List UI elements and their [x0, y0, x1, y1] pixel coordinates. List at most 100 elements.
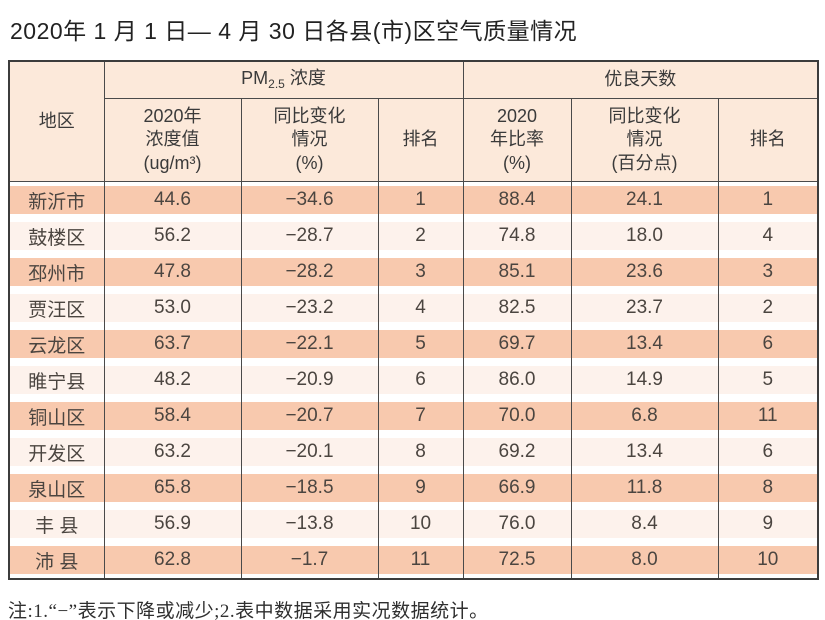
- cell-good-rate: 82.5: [462, 290, 572, 326]
- cell-good-change: 13.4: [570, 434, 719, 470]
- cell-good-rate: 76.0: [462, 506, 572, 542]
- table-row: 鼓楼区 56.2 −28.7 2 74.8 18.0 4: [8, 218, 819, 254]
- cell-good-change: 13.4: [570, 326, 719, 362]
- header-good-rank: 排名: [717, 98, 819, 182]
- cell-good-rank: 4: [717, 218, 819, 254]
- pm-label-prefix: PM: [241, 68, 269, 89]
- cell-region: 鼓楼区: [8, 218, 105, 254]
- cell-good-rate: 88.4: [462, 181, 572, 218]
- cell-pm-value: 63.7: [103, 326, 242, 362]
- cell-pm-value: 63.2: [103, 434, 242, 470]
- cell-pm-value: 44.6: [103, 181, 242, 218]
- cell-good-change: 18.0: [570, 218, 719, 254]
- cell-region: 睢宁县: [8, 362, 105, 398]
- cell-pm-change: −23.2: [240, 290, 379, 326]
- cell-good-rank: 3: [717, 254, 819, 290]
- table-body: 新沂市 44.6 −34.6 1 88.4 24.1 1 鼓楼区 56.2 −2…: [8, 181, 819, 579]
- cell-pm-change: −28.2: [240, 254, 379, 290]
- table-row: 贾汪区 53.0 −23.2 4 82.5 23.7 2: [8, 290, 819, 326]
- cell-pm-change: −20.1: [240, 434, 379, 470]
- cell-pm-value: 62.8: [103, 542, 242, 579]
- pm-label-suffix: 浓度: [284, 68, 326, 89]
- cell-good-rate: 72.5: [462, 542, 572, 579]
- header-good-rate: 2020 年比率 (%): [462, 98, 572, 182]
- cell-good-rate: 70.0: [462, 398, 572, 434]
- cell-pm-rank: 2: [377, 218, 464, 254]
- header-good-days-group: 优良天数: [462, 60, 819, 99]
- cell-pm-change: −22.1: [240, 326, 379, 362]
- cell-region: 贾汪区: [8, 290, 105, 326]
- cell-good-rank: 11: [717, 398, 819, 434]
- cell-pm-rank: 6: [377, 362, 464, 398]
- table-row: 泉山区 65.8 −18.5 9 66.9 11.8 8: [8, 470, 819, 506]
- pm-label-subscript: 2.5: [268, 77, 285, 92]
- header-good-change: 同比变化 情况 (百分点): [570, 98, 719, 182]
- cell-pm-rank: 3: [377, 254, 464, 290]
- table-row: 沛 县 62.8 −1.7 11 72.5 8.0 10: [8, 542, 819, 579]
- header-pm-change: 同比变化 情况 (%): [240, 98, 379, 182]
- table-row: 丰 县 56.9 −13.8 10 76.0 8.4 9: [8, 506, 819, 542]
- cell-good-change: 14.9: [570, 362, 719, 398]
- cell-good-rank: 2: [717, 290, 819, 326]
- cell-good-change: 8.0: [570, 542, 719, 579]
- cell-pm-value: 58.4: [103, 398, 242, 434]
- cell-pm-rank: 9: [377, 470, 464, 506]
- cell-region: 开发区: [8, 434, 105, 470]
- cell-pm-value: 48.2: [103, 362, 242, 398]
- header-pm-rank: 排名: [377, 98, 464, 182]
- cell-good-change: 23.7: [570, 290, 719, 326]
- cell-pm-value: 47.8: [103, 254, 242, 290]
- cell-good-change: 23.6: [570, 254, 719, 290]
- cell-pm-rank: 4: [377, 290, 464, 326]
- cell-region: 沛 县: [8, 542, 105, 579]
- cell-region: 新沂市: [8, 181, 105, 218]
- cell-region: 泉山区: [8, 470, 105, 506]
- footnote: 注:1.“−”表示下降或减少;2.表中数据采用实况数据统计。: [8, 601, 489, 620]
- table-row: 云龙区 63.7 −22.1 5 69.7 13.4 6: [8, 326, 819, 362]
- cell-good-rate: 86.0: [462, 362, 572, 398]
- cell-good-change: 6.8: [570, 398, 719, 434]
- cell-pm-change: −20.7: [240, 398, 379, 434]
- cell-good-rank: 8: [717, 470, 819, 506]
- cell-good-rank: 5: [717, 362, 819, 398]
- table-row: 睢宁县 48.2 −20.9 6 86.0 14.9 5: [8, 362, 819, 398]
- cell-pm-value: 56.2: [103, 218, 242, 254]
- cell-good-rate: 69.2: [462, 434, 572, 470]
- cell-pm-change: −13.8: [240, 506, 379, 542]
- cell-pm-change: −28.7: [240, 218, 379, 254]
- cell-pm-value: 53.0: [103, 290, 242, 326]
- table-row: 铜山区 58.4 −20.7 7 70.0 6.8 11: [8, 398, 819, 434]
- cell-good-change: 24.1: [570, 181, 719, 218]
- cell-region: 云龙区: [8, 326, 105, 362]
- cell-good-rank: 6: [717, 434, 819, 470]
- cell-good-rank: 6: [717, 326, 819, 362]
- cell-pm-change: −1.7: [240, 542, 379, 579]
- header-region: 地区: [8, 60, 105, 182]
- cell-pm-value: 65.8: [103, 470, 242, 506]
- table-row: 新沂市 44.6 −34.6 1 88.4 24.1 1: [8, 181, 819, 218]
- cell-pm-change: −20.9: [240, 362, 379, 398]
- cell-good-change: 11.8: [570, 470, 719, 506]
- cell-pm-rank: 1: [377, 181, 464, 218]
- cell-good-rank: 1: [717, 181, 819, 218]
- cell-good-rate: 69.7: [462, 326, 572, 362]
- cell-good-change: 8.4: [570, 506, 719, 542]
- header-pm-group: PM2.5 浓度: [103, 60, 464, 99]
- table-header: 地区 PM2.5 浓度 优良天数 2020年 浓度值 (ug/m³) 同比变化 …: [8, 60, 819, 182]
- cell-pm-change: −18.5: [240, 470, 379, 506]
- air-quality-table: 地区 PM2.5 浓度 优良天数 2020年 浓度值 (ug/m³) 同比变化 …: [8, 60, 820, 580]
- header-pm-value: 2020年 浓度值 (ug/m³): [103, 98, 242, 182]
- cell-pm-change: −34.6: [240, 181, 379, 218]
- table-row: 邳州市 47.8 −28.2 3 85.1 23.6 3: [8, 254, 819, 290]
- cell-pm-rank: 7: [377, 398, 464, 434]
- cell-good-rate: 85.1: [462, 254, 572, 290]
- cell-good-rate: 74.8: [462, 218, 572, 254]
- cell-pm-rank: 8: [377, 434, 464, 470]
- cell-pm-value: 56.9: [103, 506, 242, 542]
- cell-good-rank: 10: [717, 542, 819, 579]
- cell-pm-rank: 11: [377, 542, 464, 579]
- page-title: 2020年 1 月 1 日— 4 月 30 日各县(市)区空气质量情况: [10, 18, 578, 44]
- cell-region: 邳州市: [8, 254, 105, 290]
- table-row: 开发区 63.2 −20.1 8 69.2 13.4 6: [8, 434, 819, 470]
